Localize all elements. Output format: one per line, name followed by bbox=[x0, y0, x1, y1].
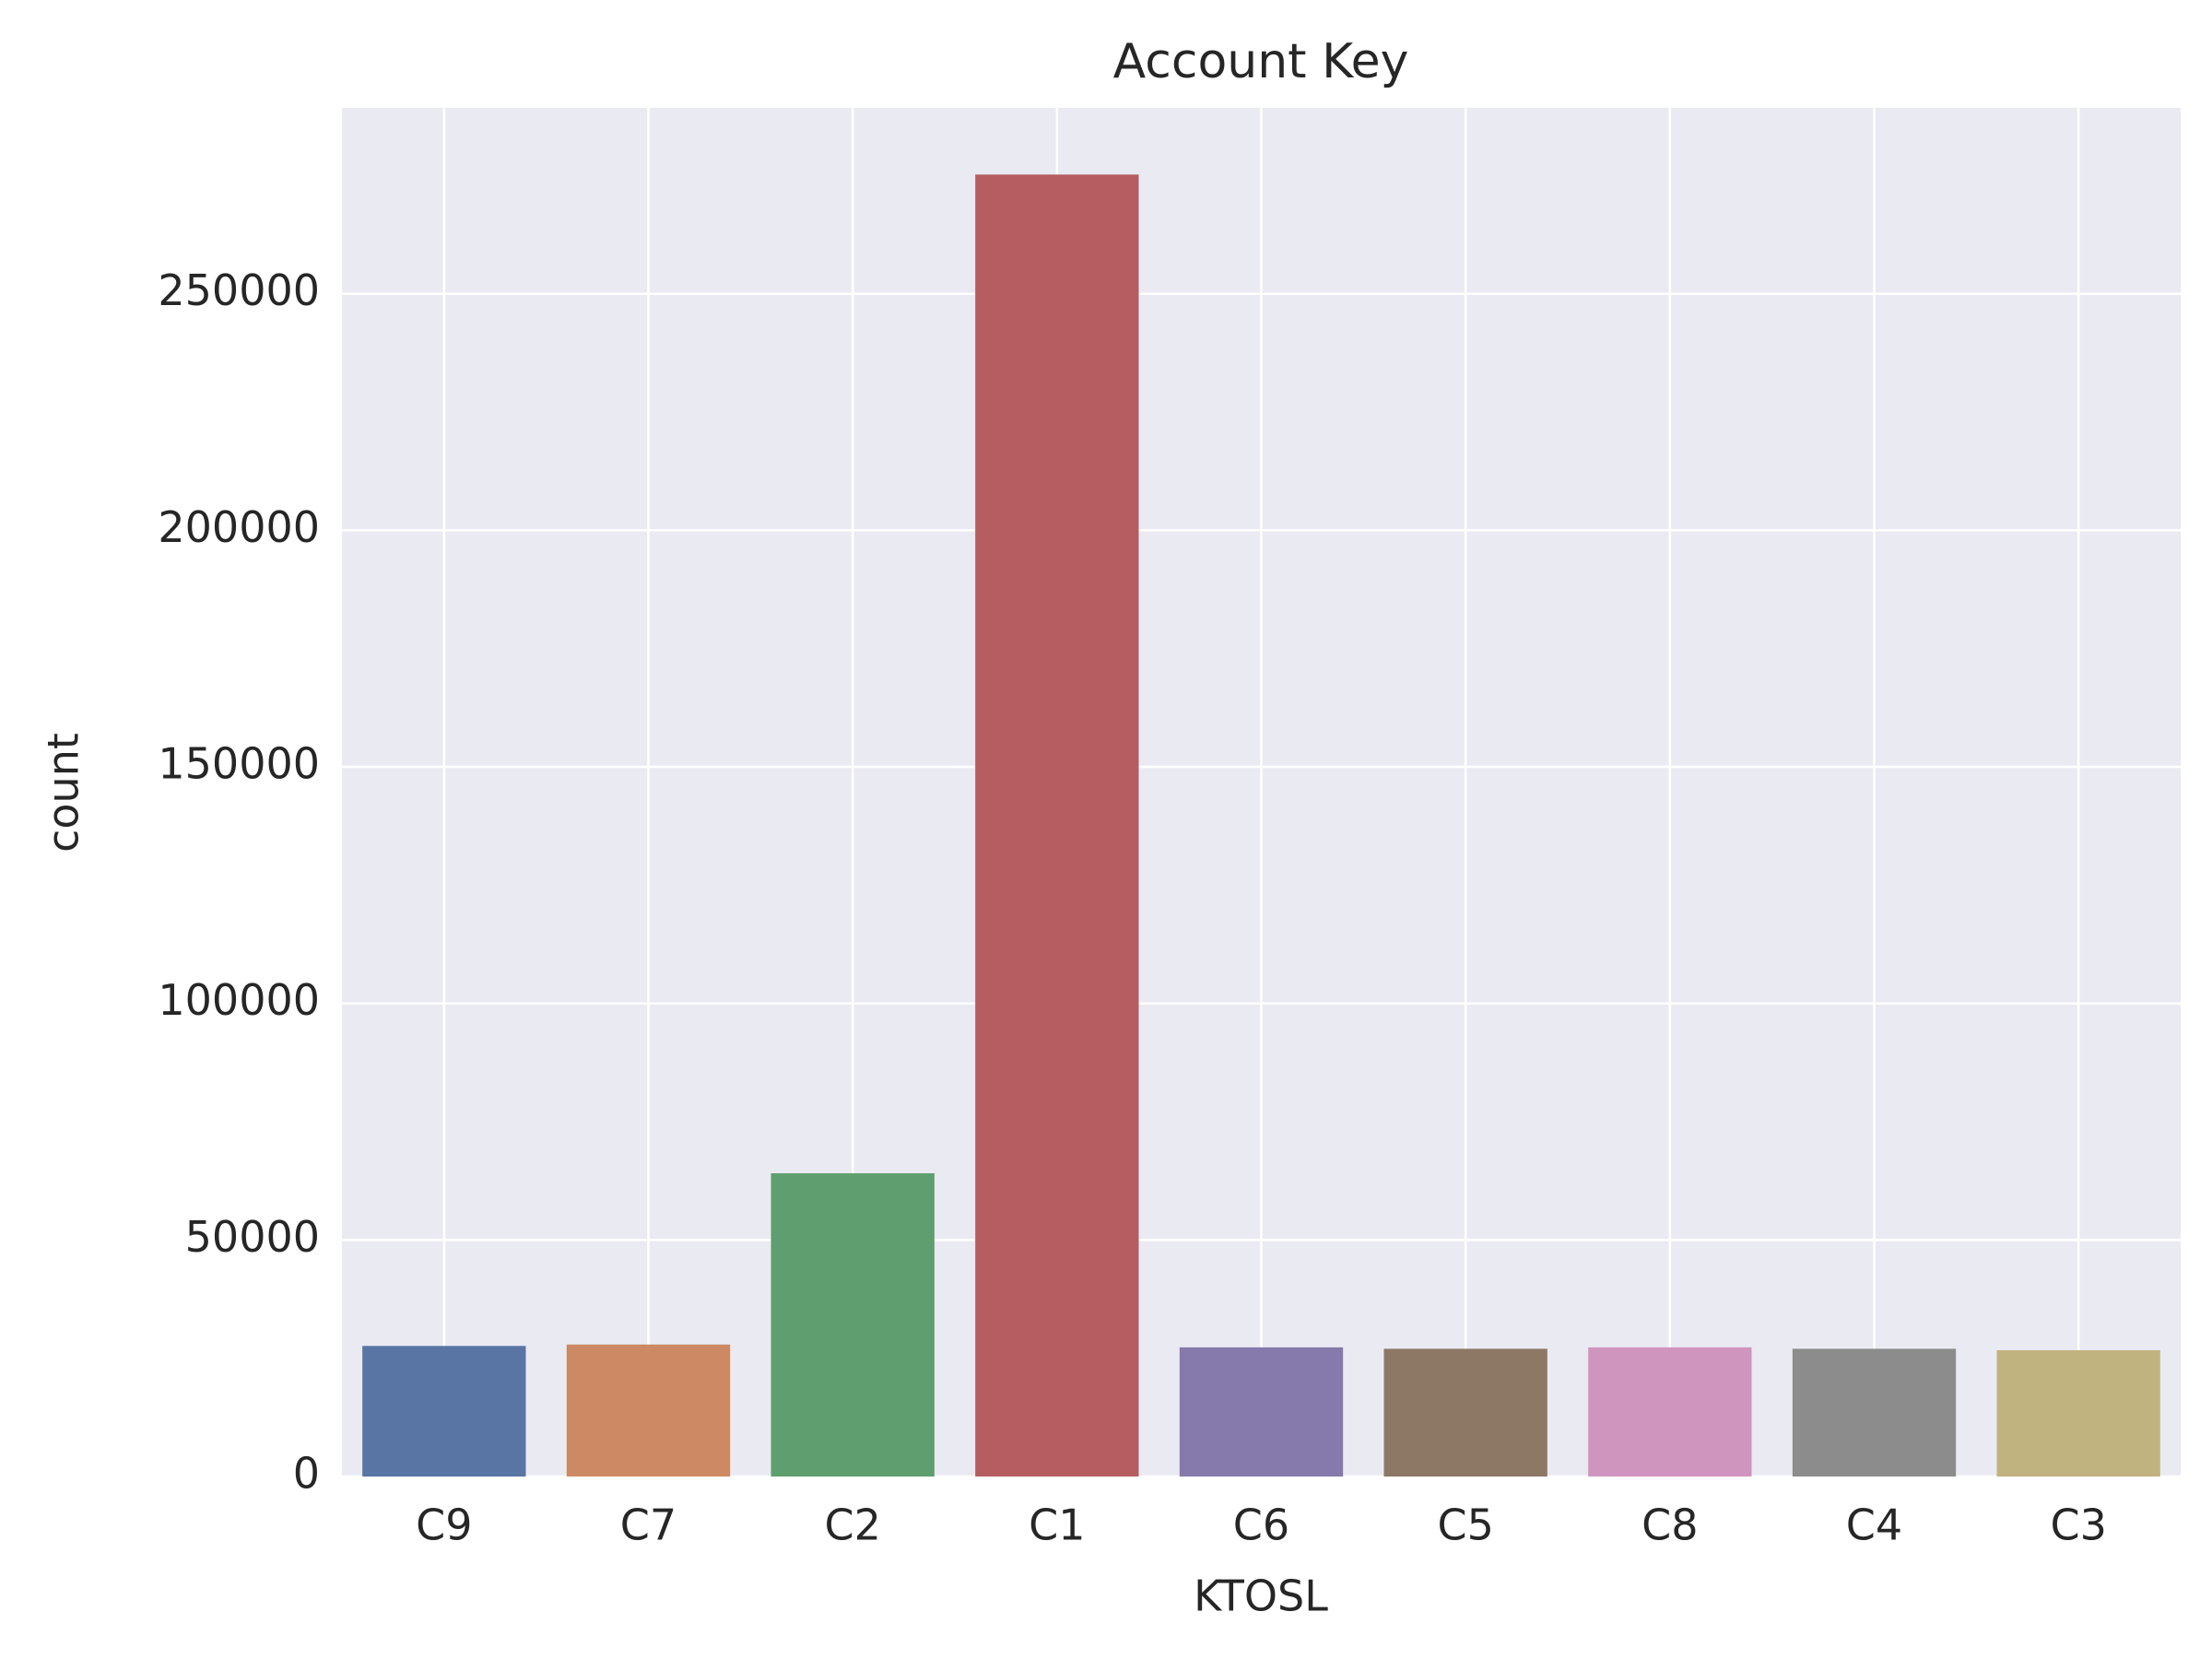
bar bbox=[1792, 1348, 1957, 1477]
x-tick-label: C3 bbox=[2050, 1500, 2106, 1550]
y-tick-label: 0 bbox=[293, 1449, 320, 1499]
x-axis-label: KTOSL bbox=[1194, 1571, 1328, 1621]
y-tick-label: 150000 bbox=[158, 739, 320, 789]
y-tick-label: 200000 bbox=[158, 502, 320, 552]
bar bbox=[1588, 1347, 1752, 1477]
y-tick-label: 50000 bbox=[185, 1212, 320, 1262]
y-tick-label: 250000 bbox=[158, 265, 320, 315]
bar bbox=[566, 1344, 731, 1477]
bar bbox=[1179, 1347, 1344, 1477]
x-tick-label: C7 bbox=[620, 1500, 677, 1550]
bar bbox=[975, 174, 1139, 1477]
x-tick-label: C2 bbox=[824, 1500, 880, 1550]
bar bbox=[1383, 1348, 1547, 1477]
x-tick-label: C1 bbox=[1029, 1500, 1085, 1550]
y-axis-label: count bbox=[39, 733, 88, 853]
x-tick-label: C9 bbox=[416, 1500, 472, 1550]
x-tick-label: C4 bbox=[1846, 1500, 1902, 1550]
bar bbox=[1996, 1349, 2160, 1477]
y-tick-label: 100000 bbox=[158, 975, 320, 1025]
bar bbox=[771, 1172, 935, 1477]
x-tick-label: C8 bbox=[1641, 1500, 1698, 1550]
bar bbox=[362, 1346, 526, 1477]
chart-title: Account Key bbox=[1113, 34, 1409, 89]
x-tick-label: C6 bbox=[1233, 1500, 1289, 1550]
x-tick-label: C5 bbox=[1437, 1500, 1493, 1550]
